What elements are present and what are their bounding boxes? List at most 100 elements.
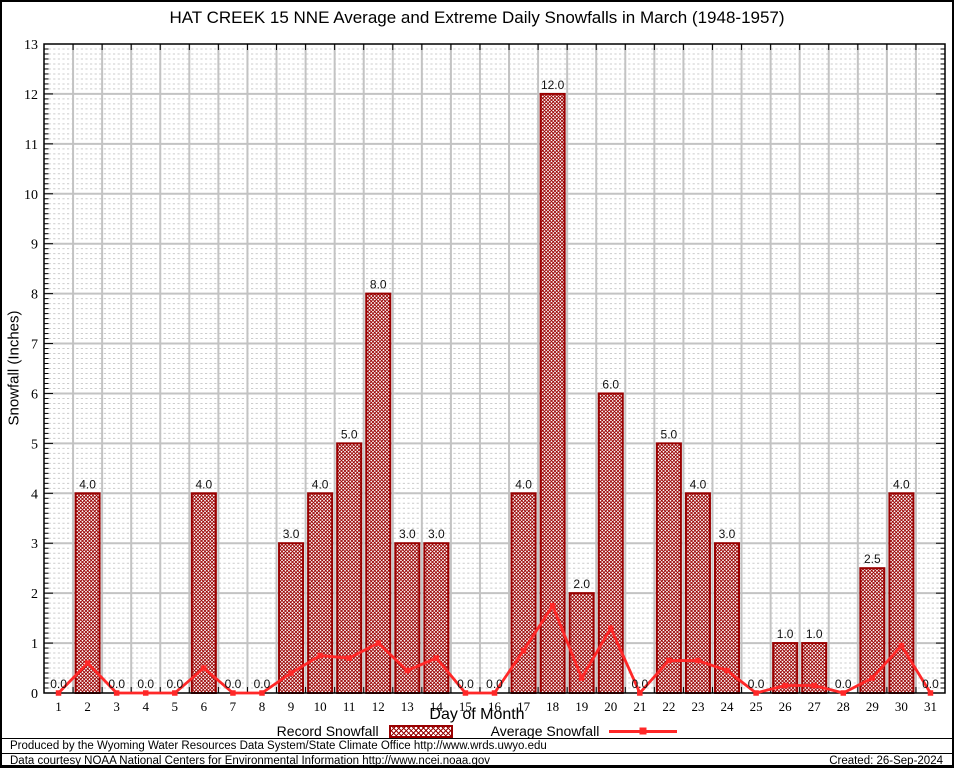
- x-tick-label-18: 18: [546, 699, 559, 714]
- y-tick-label-7: 7: [31, 338, 38, 353]
- bar-label-day-13: 3.0: [399, 527, 416, 541]
- average-marker-day-26: [782, 682, 788, 689]
- average-marker-day-12: [375, 640, 381, 646]
- bar-label-day-7: 0.0: [225, 677, 242, 691]
- average-marker-day-10: [317, 652, 323, 659]
- record-snowfall-swatch: [388, 724, 453, 738]
- chart-title: HAT CREEK 15 NNE Average and Extreme Dai…: [169, 8, 785, 27]
- x-tick-label-22: 22: [662, 699, 675, 714]
- average-marker-day-2: [84, 660, 91, 666]
- x-tick-label-30: 30: [895, 699, 908, 714]
- average-marker-day-11: [346, 655, 352, 661]
- bar-label-day-24: 3.0: [719, 527, 736, 541]
- average-marker-day-17: [520, 647, 527, 654]
- x-tick-label-21: 21: [633, 699, 646, 714]
- bar-label-day-20: 6.0: [602, 377, 619, 391]
- y-tick-label-9: 9: [31, 238, 38, 253]
- footer-credit-noaa: Data courtesy NOAA National Centers for …: [10, 755, 491, 767]
- bar-label-day-26: 1.0: [777, 627, 794, 641]
- average-marker-day-27: [811, 682, 817, 689]
- bar-label-day-2: 4.0: [79, 477, 96, 491]
- bar-label-day-8: 0.0: [254, 677, 271, 691]
- x-tick-label-19: 19: [575, 699, 588, 714]
- average-marker-day-4: [142, 690, 149, 696]
- bar-label-day-19: 2.0: [573, 577, 590, 591]
- average-marker-day-13: [404, 667, 411, 674]
- bar-label-day-16: 0.0: [486, 677, 503, 691]
- legend-average-label: Average Snowfall: [490, 723, 600, 739]
- average-marker-day-3: [113, 690, 120, 696]
- bar-label-day-22: 5.0: [661, 427, 678, 441]
- legend: Record Snowfall Average Snowfall: [2, 723, 952, 739]
- average-marker-day-9: [288, 670, 294, 676]
- average-marker-day-23: [695, 657, 701, 664]
- bar-day-22: [655, 442, 682, 694]
- y-tick-label-3: 3: [31, 537, 38, 552]
- y-tick-label-2: 2: [31, 587, 38, 602]
- bar-label-day-17: 4.0: [515, 477, 532, 491]
- average-marker-day-6: [201, 665, 207, 671]
- bar-label-day-6: 4.0: [196, 477, 213, 491]
- y-tick-label-12: 12: [24, 88, 38, 103]
- average-marker-day-22: [666, 657, 672, 664]
- bar-label-day-29: 2.5: [864, 552, 881, 566]
- bar-label-day-27: 1.0: [806, 627, 823, 641]
- legend-record-label: Record Snowfall: [276, 723, 379, 739]
- created-date: Created: 26-Sep-2024: [829, 755, 943, 767]
- x-tick-label-23: 23: [691, 699, 704, 714]
- bar-label-day-18: 12.0: [541, 78, 565, 92]
- average-marker-day-16: [491, 690, 498, 696]
- bar-label-day-4: 0.0: [137, 677, 154, 691]
- footer-row: Data courtesy NOAA National Centers for …: [2, 753, 952, 767]
- y-tick-label-13: 13: [24, 38, 38, 53]
- x-tick-label-3: 3: [113, 699, 120, 714]
- bar-label-day-28: 0.0: [835, 677, 852, 691]
- x-tick-label-14: 14: [430, 699, 444, 714]
- x-tick-label-1: 1: [55, 699, 62, 714]
- y-tick-label-5: 5: [31, 437, 38, 452]
- x-axis-title: Day of Month: [429, 706, 525, 723]
- average-marker-day-31: [927, 690, 934, 696]
- x-tick-label-7: 7: [230, 699, 237, 714]
- bar-label-day-25: 0.0: [748, 677, 765, 691]
- x-tick-label-15: 15: [459, 699, 472, 714]
- average-marker-day-25: [753, 690, 759, 696]
- average-marker-day-24: [724, 667, 730, 674]
- average-marker-day-15: [462, 690, 469, 696]
- bar-label-day-1: 0.0: [50, 677, 67, 691]
- x-tick-label-5: 5: [172, 699, 179, 714]
- y-tick-label-4: 4: [31, 487, 38, 502]
- bar-day-10: [307, 492, 334, 694]
- y-tick-label-1: 1: [31, 637, 38, 652]
- x-tick-label-27: 27: [808, 699, 822, 714]
- plot-area: 0.0 4.0 0.0 0.0 0.0 4.0 0.0 0.0 3.0 4.0 5.0 8.0 3.0 3…: [24, 38, 946, 714]
- bar-label-day-9: 3.0: [283, 527, 300, 541]
- line-marker-icon: [639, 727, 647, 735]
- average-marker-day-20: [608, 625, 614, 631]
- legend-item-record: Record Snowfall: [277, 723, 453, 739]
- bar-label-day-10: 4.0: [312, 477, 329, 491]
- x-tick-label-26: 26: [779, 699, 793, 714]
- x-tick-label-4: 4: [142, 699, 149, 714]
- average-snowfall-swatch: [609, 727, 678, 735]
- bar-day-12: [365, 292, 392, 694]
- bar-day-2: [74, 492, 101, 694]
- average-marker-day-14: [433, 655, 440, 661]
- average-marker-day-18: [549, 602, 556, 609]
- x-tick-label-24: 24: [721, 699, 735, 714]
- bar-day-30: [888, 492, 915, 694]
- x-tick-label-9: 9: [288, 699, 295, 714]
- x-tick-label-12: 12: [372, 699, 385, 714]
- bar-label-day-12: 8.0: [370, 278, 387, 292]
- average-marker-day-7: [230, 690, 236, 696]
- x-tick-label-28: 28: [837, 699, 850, 714]
- x-tick-label-20: 20: [604, 699, 617, 714]
- x-tick-label-2: 2: [84, 699, 91, 714]
- bar-label-day-3: 0.0: [108, 677, 125, 691]
- y-tick-label-0: 0: [31, 687, 38, 702]
- average-marker-day-29: [869, 675, 876, 681]
- bar-day-6: [190, 492, 217, 694]
- bar-label-day-21: 0.0: [631, 677, 648, 691]
- x-tick-label-25: 25: [750, 699, 763, 714]
- bar-label-day-23: 4.0: [690, 477, 707, 491]
